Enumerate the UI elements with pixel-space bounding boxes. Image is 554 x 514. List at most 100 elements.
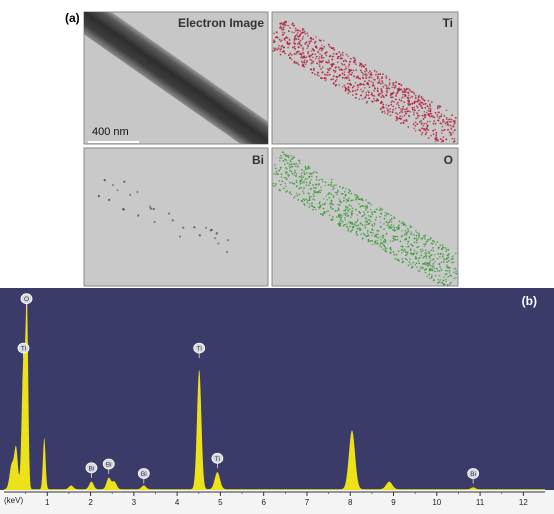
map-dot <box>319 39 321 42</box>
map-dot <box>376 233 379 236</box>
map-dot <box>313 187 315 189</box>
map-dot <box>321 71 324 74</box>
map-dot <box>407 87 410 90</box>
map-dot <box>334 210 337 212</box>
map-dot <box>401 221 404 224</box>
peak-labels: O Ti Bi Bi Bi Ti Ti Bi <box>17 293 480 484</box>
map-dot <box>412 91 415 94</box>
map-dot <box>401 107 404 110</box>
map-dot <box>305 41 308 44</box>
peak-label-badge <box>211 452 224 464</box>
map-dot <box>344 208 347 211</box>
map-dot <box>335 75 338 78</box>
map-dot <box>428 257 431 259</box>
map-dot <box>320 186 322 189</box>
map-dot <box>379 215 381 218</box>
map-dot <box>368 79 371 82</box>
map-dot <box>381 91 384 94</box>
map-dot <box>421 131 424 134</box>
peak-label-o: O <box>20 293 33 309</box>
map-dot <box>388 82 391 84</box>
map-dot <box>412 245 414 247</box>
map-dot <box>423 122 426 125</box>
map-dot <box>336 193 338 196</box>
map-dot <box>355 93 358 95</box>
map-dot <box>325 195 327 198</box>
map-dot <box>290 54 293 56</box>
map-dot <box>350 192 353 195</box>
map-dot <box>417 238 419 241</box>
map-dot <box>305 198 307 201</box>
map-dot <box>331 58 334 61</box>
map-dot <box>430 249 432 252</box>
map-dot <box>384 214 386 217</box>
map-dot <box>376 89 379 92</box>
map-dot <box>366 232 369 234</box>
map-dot <box>452 271 455 274</box>
map-dot <box>380 96 383 99</box>
map-dot <box>414 94 417 97</box>
map-dot <box>330 47 333 49</box>
map-dot <box>421 127 423 130</box>
map-dot <box>284 172 287 175</box>
map-dot <box>302 176 305 179</box>
map-dot <box>385 212 388 215</box>
map-dot <box>401 111 404 114</box>
map-dot <box>437 119 439 122</box>
map-dot <box>312 60 315 63</box>
map-dot <box>312 208 315 211</box>
map-dot <box>378 245 381 247</box>
panel-a-label: (a) <box>65 11 80 25</box>
map-dot <box>331 64 334 66</box>
map-dot <box>354 81 357 84</box>
map-dot <box>318 65 321 68</box>
map-dot <box>412 113 415 116</box>
map-dot <box>409 252 412 255</box>
map-dot <box>352 199 354 202</box>
map-dot <box>437 247 440 250</box>
map-dot <box>363 205 365 207</box>
map-dot <box>313 189 316 192</box>
map-dot <box>418 103 421 105</box>
map-dot <box>416 251 419 253</box>
map-dot <box>355 77 358 79</box>
map-dot <box>331 203 334 206</box>
map-dot <box>284 176 286 179</box>
map-dot <box>323 73 326 76</box>
map-dot <box>400 84 403 87</box>
map-dot <box>407 102 410 105</box>
map-dot <box>449 134 452 137</box>
map-dot <box>337 207 340 210</box>
map-dot <box>452 125 455 128</box>
map-dot <box>382 85 385 88</box>
map-dot <box>394 239 397 241</box>
map-dot <box>284 37 287 39</box>
map-dot <box>332 185 334 188</box>
map-dot <box>298 159 300 162</box>
map-dot <box>302 63 305 66</box>
map-dot <box>368 219 371 221</box>
map-dot <box>320 178 322 181</box>
map-dot <box>301 178 303 181</box>
map-dot <box>451 114 453 116</box>
map-dot <box>362 72 364 75</box>
map-dot <box>360 71 363 73</box>
map-dot <box>405 120 408 122</box>
map-dot <box>327 61 329 64</box>
map-dot <box>426 264 429 267</box>
map-dot <box>399 115 402 117</box>
map-dot <box>364 226 367 229</box>
map-dot <box>287 46 289 49</box>
map-dot <box>349 190 351 192</box>
map-dot <box>450 121 453 123</box>
map-dot <box>308 206 311 208</box>
map-dot <box>310 175 313 178</box>
map-dot <box>300 182 303 185</box>
map-dot <box>386 247 388 250</box>
map-dot <box>315 183 317 185</box>
map-dot <box>428 261 431 264</box>
map-dot <box>312 67 315 70</box>
map-dot <box>279 157 281 159</box>
map-dot <box>382 103 385 106</box>
map-dot <box>381 80 384 83</box>
